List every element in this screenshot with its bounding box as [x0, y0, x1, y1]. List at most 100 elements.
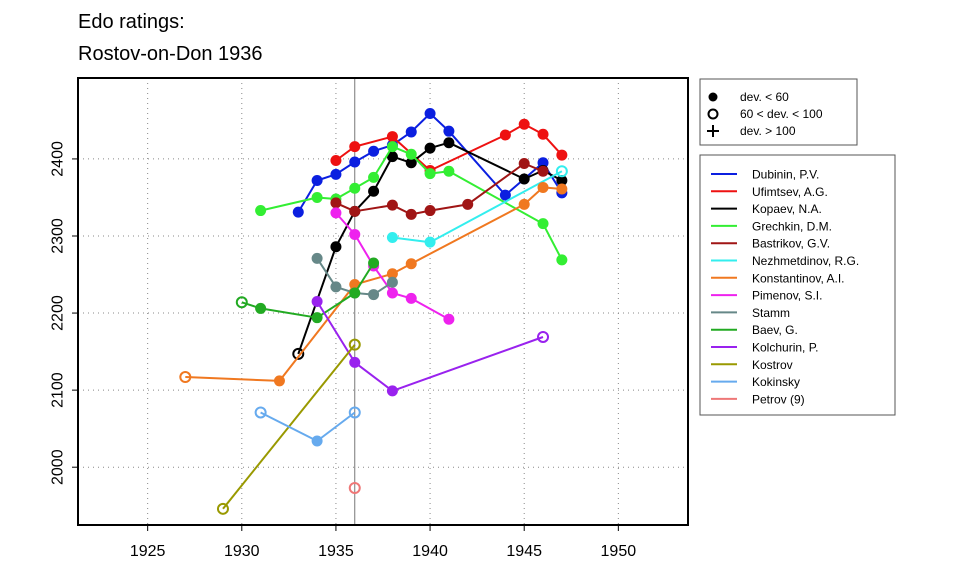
- data-point: [330, 154, 342, 166]
- data-point: [405, 157, 417, 169]
- data-point: [405, 208, 417, 220]
- data-point: [499, 189, 511, 201]
- data-point: [386, 276, 398, 288]
- legend-item: Nezhmetdinov, R.G.: [711, 254, 859, 268]
- data-point: [386, 199, 398, 211]
- data-point: [405, 258, 417, 270]
- data-point: [311, 252, 323, 264]
- data-point: [424, 205, 436, 217]
- data-point: [405, 148, 417, 160]
- data-point: [368, 289, 380, 301]
- series: [330, 207, 455, 325]
- data-point-open: [348, 482, 361, 495]
- data-point: [368, 257, 380, 269]
- legend-label: Nezhmetdinov, R.G.: [752, 254, 859, 268]
- data-point: [311, 175, 323, 187]
- legend-label: Bastrikov, G.V.: [752, 237, 830, 251]
- plot-frame: [77, 77, 689, 526]
- data-point-open: [216, 502, 229, 515]
- legend-label: Dubinin, P.V.: [752, 168, 819, 182]
- data-point: [349, 156, 361, 168]
- legend-item: Kopaev, N.A.: [711, 202, 822, 216]
- data-point: [349, 182, 361, 194]
- legend-label: Stamm: [752, 306, 790, 320]
- x-tick-label: 1950: [601, 543, 637, 560]
- data-point: [424, 236, 436, 248]
- data-point: [255, 302, 267, 314]
- legend-item: Petrov (9): [711, 392, 805, 406]
- legend-item: Pimenov, S.I.: [711, 289, 822, 303]
- data-point-open: [292, 347, 305, 360]
- data-point: [330, 241, 342, 253]
- data-point: [518, 118, 530, 130]
- data-point: [311, 312, 323, 324]
- data-point: [386, 268, 398, 280]
- x-tick-label: 1925: [130, 543, 166, 560]
- y-tick-label: 2400: [50, 141, 67, 177]
- data-point: [273, 375, 285, 387]
- series-line: [260, 411, 356, 442]
- data-point: [386, 232, 398, 244]
- legend-label: Kopaev, N.A.: [752, 202, 822, 216]
- legend-item: Kostrov: [711, 358, 793, 372]
- data-point: [424, 168, 436, 180]
- legend-label: Kostrov: [752, 358, 793, 372]
- data-point: [255, 205, 267, 217]
- data-point: [405, 292, 417, 304]
- deviation-legend-label: dev. > 100: [740, 124, 796, 138]
- data-point: [537, 218, 549, 230]
- series-line: [335, 212, 450, 321]
- data-point: [330, 168, 342, 180]
- chart-title-line-2: Rostov-on-Don 1936: [78, 43, 263, 65]
- series-line: [316, 300, 544, 392]
- series-legend-box: [699, 154, 896, 416]
- data-point: [386, 141, 398, 153]
- data-point: [443, 165, 455, 177]
- data-point: [537, 181, 549, 193]
- data-point-open: [235, 296, 248, 309]
- series-line: [335, 162, 544, 216]
- data-point: [386, 287, 398, 299]
- legend-label: Petrov (9): [752, 392, 805, 406]
- data-point: [330, 281, 342, 293]
- data-point: [537, 157, 549, 169]
- data-point: [368, 145, 380, 157]
- data-point: [349, 356, 361, 368]
- open-circle-icon: [707, 108, 719, 120]
- data-point: [349, 141, 361, 153]
- series: [386, 165, 568, 248]
- legend-label: Konstantinov, A.I.: [752, 271, 845, 285]
- data-point: [443, 125, 455, 137]
- x-axis: 1925 1930 1935 1940 1945 1950: [130, 525, 636, 560]
- data-point: [349, 205, 361, 217]
- series-line: [392, 170, 563, 244]
- y-tick-label: 2000: [50, 449, 67, 485]
- y-tick-label: 2200: [50, 295, 67, 331]
- data-point: [311, 191, 323, 203]
- data-point-open: [537, 330, 550, 343]
- x-tick-label: 1935: [318, 543, 354, 560]
- data-point-open: [555, 165, 568, 178]
- data-point: [386, 131, 398, 143]
- data-point: [330, 197, 342, 209]
- data-point: [556, 175, 568, 187]
- legend-item: Bastrikov, G.V.: [711, 237, 830, 251]
- series-layer: [179, 107, 568, 515]
- legend-label: Ufimtsev, A.G.: [752, 185, 828, 199]
- data-point-open: [348, 406, 361, 419]
- filled-circle-icon: [708, 92, 718, 102]
- data-point: [405, 126, 417, 138]
- series: [179, 181, 568, 387]
- series: [235, 257, 380, 324]
- data-point: [462, 198, 474, 210]
- deviation-legend: dev. < 60 60 < dev. < 100 dev. > 100: [699, 78, 858, 146]
- x-tick-label: 1930: [224, 543, 260, 560]
- data-point: [311, 435, 323, 447]
- legend-label: Kokinsky: [752, 375, 800, 389]
- data-point: [443, 137, 455, 149]
- data-point: [518, 198, 530, 210]
- data-point: [349, 287, 361, 299]
- deviation-legend-label: dev. < 60: [740, 90, 789, 104]
- y-axis: 2000 2100 2200 2300 2400: [50, 141, 78, 485]
